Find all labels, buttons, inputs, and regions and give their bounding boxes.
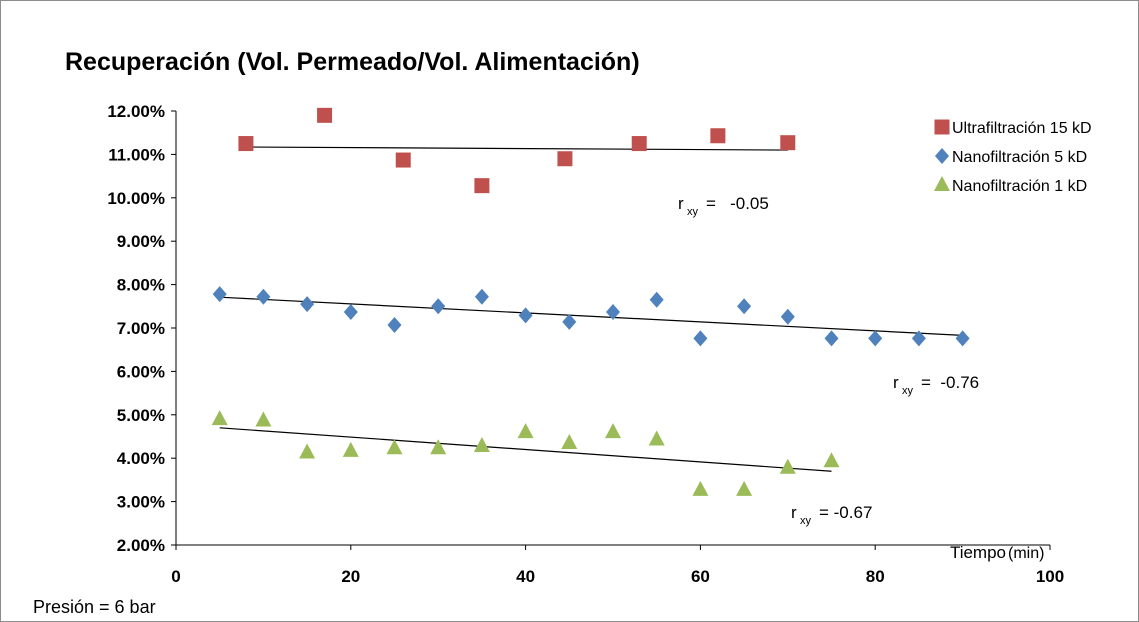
data-point-series-2 bbox=[562, 313, 577, 330]
pressure-note: Presión = 6 bar bbox=[33, 597, 156, 617]
y-ticks: 2.00% 3.00% 4.00% 5.00% 6.00% 7.00% 8.00% 9.00%… bbox=[107, 102, 176, 555]
data-point-series-2 bbox=[780, 308, 795, 325]
trend-line-series-3 bbox=[219, 427, 832, 472]
legend-marker-series-2 bbox=[935, 148, 949, 164]
data-point-series-3 bbox=[692, 480, 709, 496]
data-point-series-1 bbox=[395, 152, 411, 168]
data-point-series-2 bbox=[474, 288, 489, 305]
data-point-series-2 bbox=[606, 303, 620, 320]
y-tick-label: 9.00% bbox=[117, 232, 165, 251]
y-tick-label: 7.00% bbox=[117, 319, 165, 338]
data-point-series-3 bbox=[605, 423, 621, 439]
y-tick-label: 11.00% bbox=[108, 145, 165, 164]
legend-label-series-2: Nanofiltración 5 kD bbox=[952, 149, 1087, 166]
correlation-label-subscript: xy bbox=[687, 206, 699, 218]
y-tick-label: 6.00% bbox=[117, 362, 165, 381]
data-markers bbox=[211, 107, 970, 496]
correlation-label-r: r bbox=[678, 194, 684, 213]
data-point-series-3 bbox=[299, 443, 316, 459]
data-point-series-2 bbox=[256, 288, 271, 305]
data-point-series-1 bbox=[710, 128, 726, 144]
data-point-series-1 bbox=[238, 136, 254, 152]
y-tick-label: 5.00% bbox=[117, 406, 165, 425]
correlation-label-value: = -0.67 bbox=[819, 503, 872, 522]
data-point-series-2 bbox=[911, 330, 926, 347]
x-axis-label-unit: (min) bbox=[1008, 545, 1044, 562]
x-tick-label: 40 bbox=[516, 567, 535, 586]
x-tick-label: 0 bbox=[171, 567, 180, 586]
data-point-series-3 bbox=[517, 423, 534, 439]
data-point-series-3 bbox=[561, 434, 578, 450]
y-tick-label: 8.00% bbox=[117, 276, 165, 295]
chart-title: Recuperación (Vol. Permeado/Vol. Aliment… bbox=[65, 48, 640, 76]
data-point-series-2 bbox=[212, 286, 227, 303]
data-point-series-1 bbox=[780, 135, 796, 151]
x-tick-label: 60 bbox=[691, 567, 710, 586]
data-point-series-2 bbox=[431, 298, 446, 315]
correlation-label-value: = -0.76 bbox=[921, 373, 979, 392]
legend-label-series-3: Nanofiltración 1 kD bbox=[952, 178, 1087, 195]
y-tick-label: 12.00% bbox=[107, 102, 165, 121]
data-point-series-3 bbox=[430, 439, 447, 455]
correlation-label-value: = -0.05 bbox=[706, 194, 769, 213]
data-point-series-2 bbox=[693, 330, 708, 347]
y-tick-label: 3.00% bbox=[117, 493, 165, 512]
correlation-labels: r xy = -0.05r xy = -0.76r xy = -0.67 bbox=[678, 194, 979, 527]
data-point-series-3 bbox=[386, 439, 403, 455]
data-point-series-1 bbox=[557, 151, 573, 167]
data-point-series-2 bbox=[868, 330, 883, 347]
data-point-series-1 bbox=[631, 136, 647, 152]
axes bbox=[175, 111, 1050, 546]
legend-marker-series-1 bbox=[934, 119, 950, 135]
correlation-label-subscript: xy bbox=[800, 515, 812, 527]
y-tick-label: 10.00% bbox=[107, 189, 165, 208]
legend: Ultrafiltración 15 kD Nanofiltración 5 kD… bbox=[934, 119, 1092, 195]
legend-label-series-1: Ultrafiltración 15 kD bbox=[952, 120, 1092, 137]
data-point-series-2 bbox=[737, 298, 752, 315]
data-point-series-3 bbox=[342, 441, 359, 457]
correlation-label-subscript: xy bbox=[902, 385, 914, 397]
x-tick-label: 80 bbox=[866, 567, 885, 586]
data-point-series-1 bbox=[474, 178, 490, 194]
data-point-series-3 bbox=[211, 410, 228, 426]
data-point-series-2 bbox=[343, 303, 358, 320]
data-point-series-3 bbox=[779, 458, 796, 474]
y-tick-label: 4.00% bbox=[117, 449, 165, 468]
data-point-series-2 bbox=[387, 316, 402, 333]
x-ticks: 0 20 40 60 80 100 bbox=[171, 545, 1064, 586]
data-point-series-3 bbox=[736, 480, 753, 496]
correlation-label-r: r bbox=[893, 373, 899, 392]
data-point-series-2 bbox=[518, 307, 533, 324]
data-point-series-3 bbox=[473, 437, 490, 453]
legend-marker-series-3 bbox=[934, 176, 950, 191]
data-point-series-3 bbox=[255, 411, 272, 427]
data-point-series-2 bbox=[300, 296, 315, 313]
y-tick-label: 2.00% bbox=[117, 536, 165, 555]
data-point-series-1 bbox=[317, 107, 333, 123]
data-point-series-2 bbox=[955, 330, 970, 347]
x-tick-label: 100 bbox=[1036, 567, 1064, 586]
data-point-series-3 bbox=[823, 452, 840, 468]
x-tick-label: 20 bbox=[341, 567, 360, 586]
x-axis-label-main: Tiempo bbox=[950, 543, 1006, 562]
correlation-label-r: r bbox=[791, 503, 797, 522]
trend-lines bbox=[219, 146, 963, 472]
data-point-series-3 bbox=[648, 430, 665, 446]
data-point-series-2 bbox=[649, 291, 664, 308]
trend-line-series-2 bbox=[219, 296, 963, 336]
data-point-series-2 bbox=[824, 330, 839, 347]
trend-line-series-1 bbox=[245, 146, 788, 151]
